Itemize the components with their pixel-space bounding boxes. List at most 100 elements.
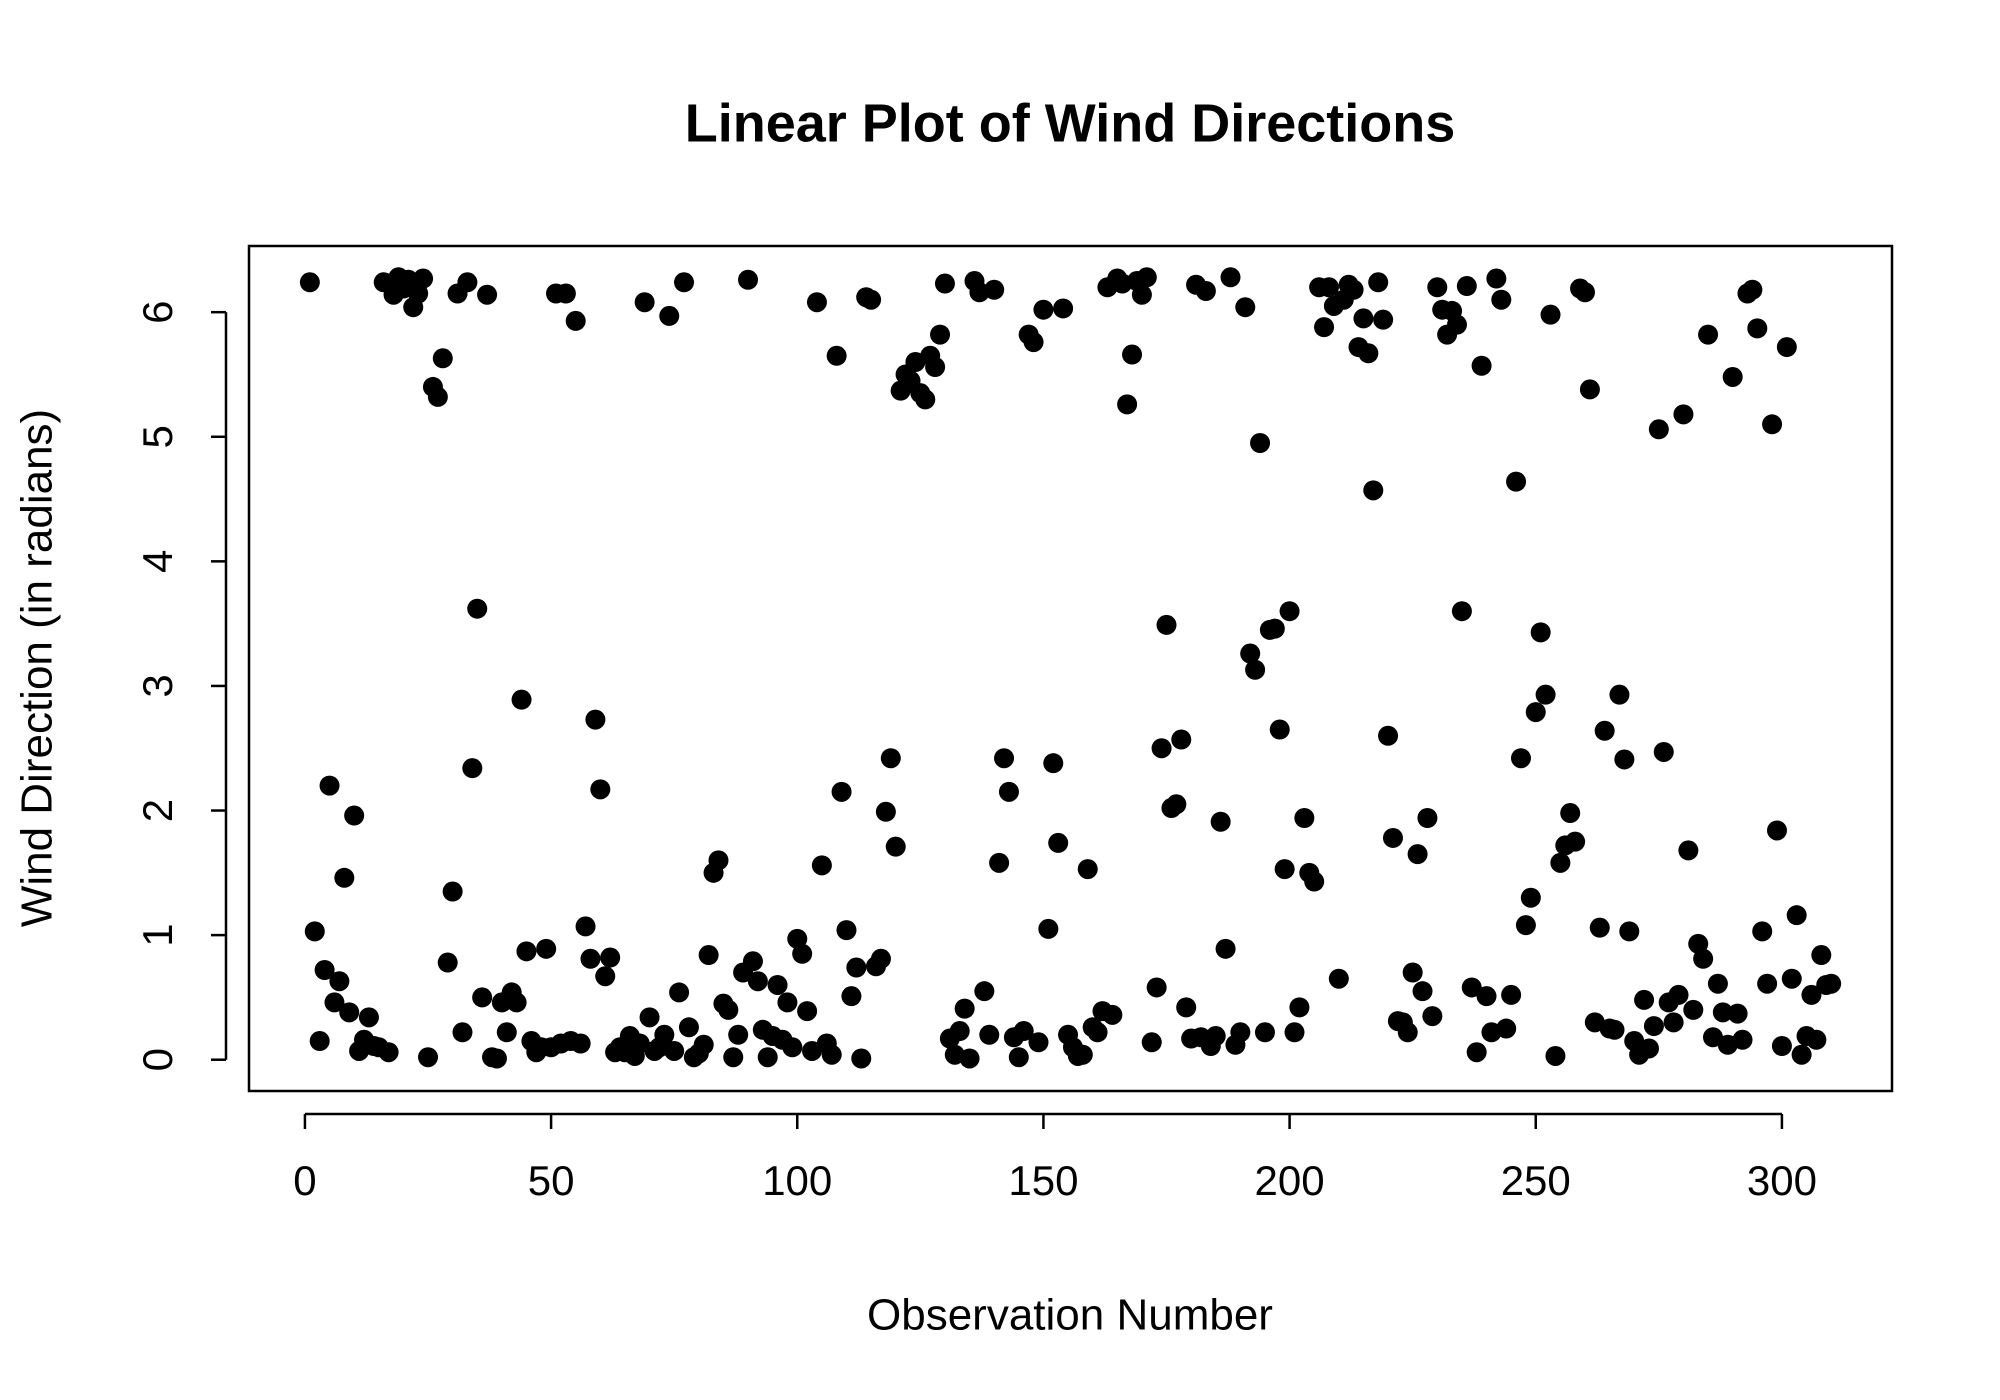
point — [836, 920, 857, 941]
point — [1043, 753, 1064, 774]
point — [1732, 1029, 1753, 1050]
y-tick-label: 1 — [134, 923, 181, 946]
point — [1087, 1022, 1108, 1043]
point — [334, 867, 355, 888]
point — [467, 598, 488, 619]
point — [1117, 394, 1138, 415]
point — [1471, 355, 1492, 376]
point — [1747, 318, 1768, 339]
point — [1638, 1038, 1659, 1059]
point — [1397, 1022, 1418, 1043]
point — [1053, 298, 1074, 319]
point — [767, 974, 788, 995]
point — [1205, 1026, 1226, 1047]
point — [1786, 905, 1807, 926]
y-tick-label: 6 — [134, 301, 181, 324]
point — [1279, 601, 1300, 622]
point — [1698, 324, 1719, 345]
point — [437, 952, 458, 973]
point — [1102, 1004, 1123, 1025]
point — [954, 998, 975, 1019]
point — [1525, 702, 1546, 723]
point — [570, 1033, 591, 1054]
point — [1373, 309, 1394, 330]
point — [378, 1042, 399, 1063]
y-tick-label: 4 — [134, 550, 181, 573]
x-tick-label: 300 — [1747, 1157, 1817, 1204]
point — [634, 292, 655, 313]
point — [511, 689, 532, 710]
point — [1742, 279, 1763, 300]
point — [1535, 684, 1556, 705]
point — [718, 999, 739, 1020]
point — [432, 348, 453, 369]
point — [1382, 827, 1403, 848]
point — [1673, 404, 1694, 425]
point — [1476, 986, 1497, 1007]
point — [659, 305, 680, 326]
point — [1151, 738, 1172, 759]
point — [1752, 921, 1773, 942]
point — [1038, 918, 1059, 939]
point — [1141, 1032, 1162, 1053]
point — [1146, 977, 1167, 998]
point — [1574, 282, 1595, 303]
point — [536, 938, 557, 959]
point — [1304, 871, 1325, 892]
point — [1811, 945, 1832, 966]
point — [418, 1047, 439, 1068]
point — [452, 1022, 473, 1043]
point — [811, 855, 832, 876]
point — [1318, 277, 1339, 298]
point — [1678, 840, 1699, 861]
point — [1156, 614, 1177, 635]
point — [984, 279, 1005, 300]
point — [1422, 1006, 1443, 1027]
point — [1427, 277, 1448, 298]
point — [324, 992, 345, 1013]
point — [1264, 618, 1285, 639]
point — [757, 1047, 778, 1068]
point — [1131, 284, 1152, 305]
point — [1028, 1032, 1049, 1053]
point — [1368, 272, 1389, 293]
point — [477, 284, 498, 305]
point — [1648, 419, 1669, 440]
point — [782, 1037, 803, 1058]
point — [806, 292, 827, 313]
point — [979, 1024, 1000, 1045]
point — [738, 269, 759, 290]
point — [600, 947, 621, 968]
point — [442, 881, 463, 902]
point — [1619, 921, 1640, 942]
point — [585, 709, 606, 730]
point — [861, 289, 882, 310]
point — [998, 781, 1019, 802]
point — [1510, 748, 1531, 769]
point — [1550, 852, 1571, 873]
point — [1501, 984, 1522, 1005]
point — [1530, 622, 1551, 643]
plot-frame — [247, 244, 1894, 1093]
point — [880, 748, 901, 769]
point — [1048, 832, 1069, 853]
point — [777, 992, 798, 1013]
point — [1254, 1022, 1275, 1043]
point — [1614, 749, 1635, 770]
point — [1289, 997, 1310, 1018]
point — [851, 1048, 872, 1069]
point — [629, 1033, 650, 1054]
point — [590, 779, 611, 800]
point — [516, 941, 537, 962]
x-tick-label: 0 — [293, 1157, 316, 1204]
x-tick-label: 250 — [1501, 1157, 1571, 1204]
y-tick-label: 5 — [134, 425, 181, 448]
point — [1358, 343, 1379, 364]
point — [1609, 684, 1630, 705]
point — [974, 981, 995, 1002]
point — [1781, 968, 1802, 989]
point — [747, 971, 768, 992]
point — [1451, 601, 1472, 622]
x-tick-label: 200 — [1255, 1157, 1325, 1204]
point — [959, 1048, 980, 1069]
